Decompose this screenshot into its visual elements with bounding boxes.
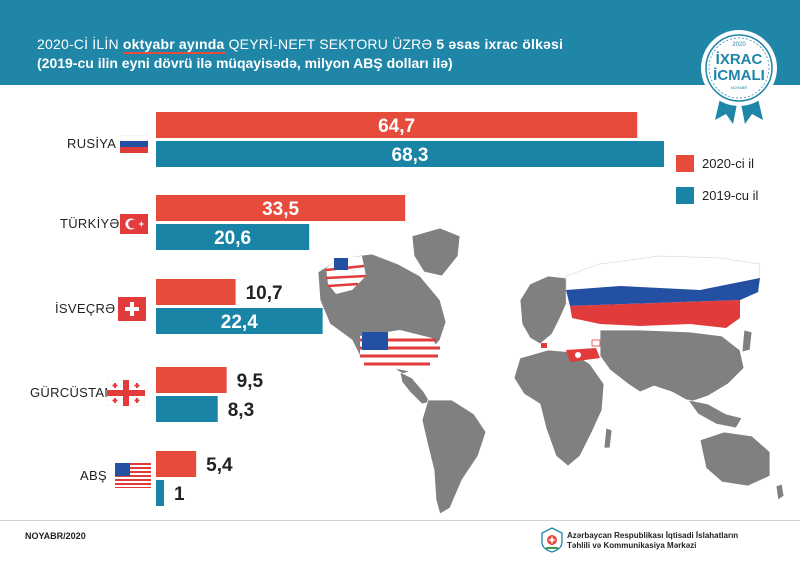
- org-name-line1: Azərbaycan Respublikası İqtisadi İslahat…: [567, 531, 739, 540]
- country-label-turkey: TÜRKİYƏ: [60, 216, 120, 231]
- country-label-switzerland: İSVEÇRƏ: [55, 301, 116, 316]
- emblem-icon: [541, 527, 563, 553]
- bar-2020-3: [156, 367, 227, 393]
- map-switzerland: [541, 343, 547, 348]
- bar-2020-2: [156, 279, 236, 305]
- badge-line1: İXRAC: [716, 51, 763, 68]
- map-greenland: [411, 227, 461, 277]
- map-southeast-asia: [687, 399, 743, 429]
- bar-value-label-2019-1: 20,6: [214, 228, 251, 249]
- bar-value-label-2019-2: 22,4: [221, 312, 258, 333]
- country-label-georgia: GÜRCÜSTAN: [30, 385, 115, 400]
- map-usa-flag: [360, 330, 440, 372]
- title-part-3: 5 əsas ixrac ölkəsi: [436, 36, 564, 52]
- bar-2020-0: [156, 112, 638, 138]
- legend-label-2019: 2019-cu il: [702, 188, 759, 203]
- header-banner: 2020-Cİ İLİN oktyabr ayında QEYRİ-NEFT S…: [0, 0, 800, 85]
- world-map: [317, 227, 785, 515]
- country-label-usa: ABŞ: [80, 468, 107, 483]
- bar-2020-4: [156, 451, 197, 477]
- map-japan: [741, 329, 753, 353]
- badge-line2: İCMALI: [713, 67, 765, 84]
- country-label-russia: RUSİYA: [67, 136, 117, 151]
- bar-value-label-2020-4: 5,4: [206, 455, 233, 476]
- map-europe: [519, 275, 569, 345]
- badge-rosette: [701, 30, 777, 106]
- map-south-america: [421, 399, 487, 515]
- bar-2019-3: [156, 396, 218, 422]
- russia-flag-icon: [120, 135, 148, 153]
- chart-title: 2020-Cİ İLİN oktyabr ayında QEYRİ-NEFT S…: [37, 36, 564, 54]
- map-madagascar: [603, 427, 613, 449]
- badge-month: NOYABR: [731, 85, 748, 90]
- map-australia: [699, 431, 771, 487]
- map-turkey: [566, 348, 600, 362]
- bar-2020-1: [156, 195, 406, 221]
- map-russia: [565, 255, 761, 328]
- bar-value-label-2019-4: 1: [174, 484, 185, 505]
- bar-2019-1: [156, 224, 310, 250]
- turkey-flag-icon: [120, 214, 148, 234]
- title-highlight: oktyabr ayında: [122, 36, 225, 54]
- legend-swatch-2020: [676, 155, 694, 172]
- bar-2019-4: [156, 480, 164, 506]
- badge-year: 2020: [732, 42, 746, 48]
- bar-value-label-2019-3: 8,3: [228, 400, 254, 421]
- bar-value-label-2020-2: 10,7: [246, 283, 283, 304]
- footer-date: NOYABR/2020: [25, 531, 86, 541]
- map-africa: [513, 349, 605, 467]
- bar-value-label-2020-3: 9,5: [237, 371, 264, 392]
- bar-value-label-2020-0: 64,7: [378, 116, 415, 137]
- bar-value-label-2019-0: 68,3: [392, 145, 429, 166]
- legend-label-2020: 2020-ci il: [702, 156, 755, 171]
- bar-2019-2: [156, 308, 323, 334]
- chart-subtitle: (2019-cu ilin eyni dövrü ilə müqayisədə,…: [37, 55, 453, 71]
- map-alaska-flag: [325, 256, 367, 294]
- org-name-line2: Təhlili və Kommunikasiya Mərkəzi: [567, 541, 697, 550]
- map-georgia: [591, 339, 601, 347]
- map-asia-south: [599, 329, 745, 403]
- switzerland-flag-icon: [118, 297, 146, 321]
- legend-swatch-2019: [676, 187, 694, 204]
- ixrac-icmali-badge: 2020 İXRAC İCMALI NOYABR: [701, 30, 777, 124]
- usa-flag-icon: [115, 463, 151, 488]
- map-central-america: [399, 371, 431, 405]
- title-part-1: 2020-Cİ İLİN: [37, 36, 123, 52]
- georgia-flag-icon: [107, 380, 145, 406]
- footer-divider: [0, 520, 800, 521]
- title-part-2: QEYRİ-NEFT SEKTORU ÜZRƏ: [224, 36, 437, 52]
- bar-value-label-2020-1: 33,5: [262, 199, 299, 220]
- map-new-zealand: [775, 483, 785, 501]
- bar-2019-0: [156, 141, 664, 167]
